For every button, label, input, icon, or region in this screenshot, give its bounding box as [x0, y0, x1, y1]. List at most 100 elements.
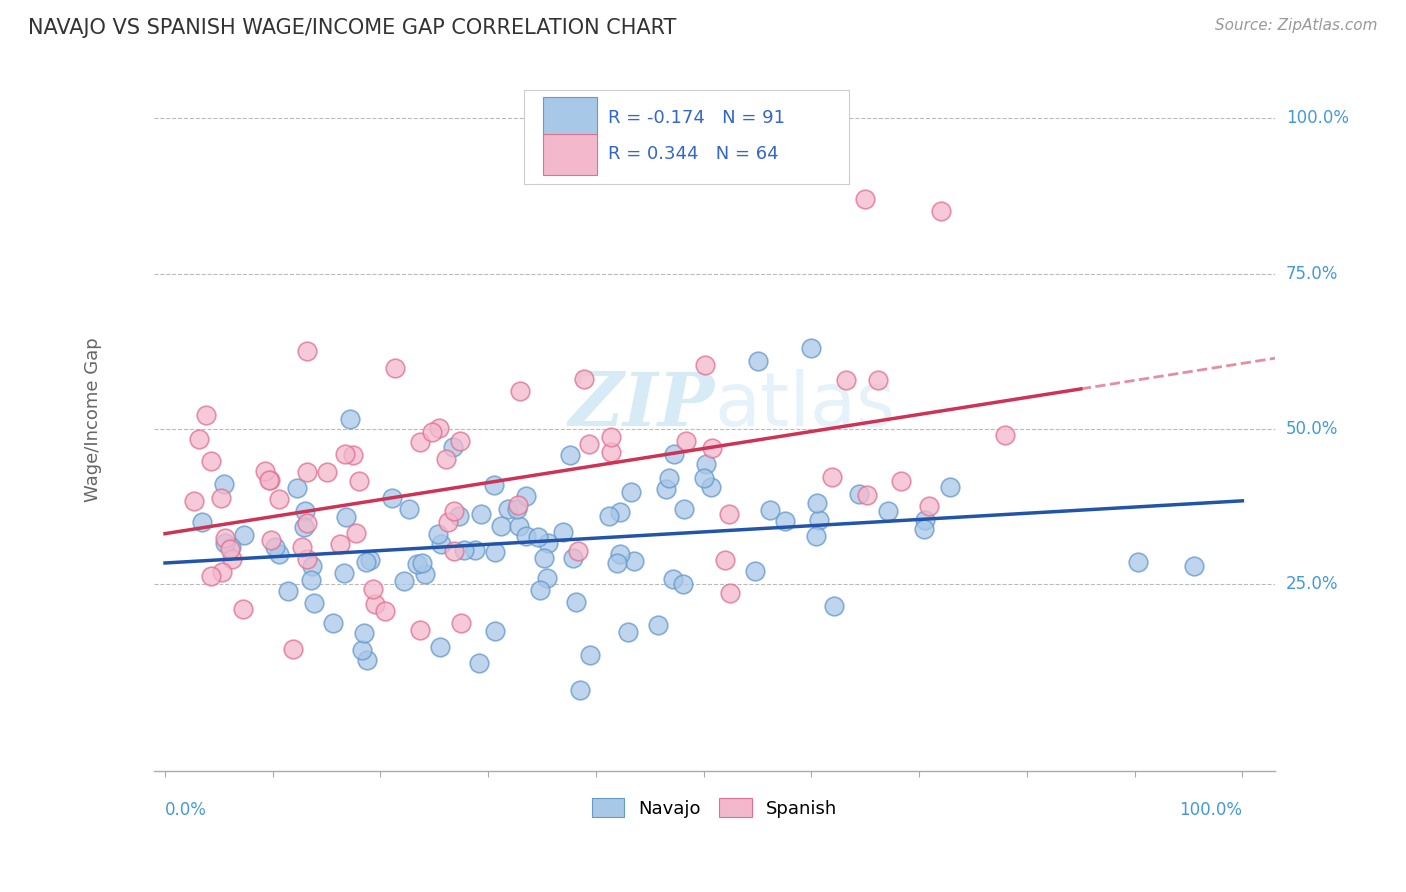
Point — [506, 502, 529, 516]
Point — [718, 586, 741, 600]
Point — [263, 540, 285, 554]
Point — [560, 448, 582, 462]
Point — [349, 475, 371, 489]
Point — [219, 542, 242, 557]
Point — [578, 437, 600, 451]
Point — [599, 430, 621, 444]
Point — [823, 599, 845, 613]
Point — [200, 569, 222, 583]
Point — [356, 555, 378, 569]
Point — [807, 513, 830, 527]
Text: R = -0.174   N = 91: R = -0.174 N = 91 — [607, 109, 785, 127]
Point — [281, 641, 304, 656]
Point — [297, 516, 319, 531]
Point — [359, 553, 381, 567]
Point — [700, 441, 723, 455]
Point — [453, 543, 475, 558]
Point — [212, 477, 235, 491]
Text: ZIP: ZIP — [568, 369, 714, 442]
FancyBboxPatch shape — [543, 134, 596, 175]
Point — [295, 344, 318, 359]
Point — [889, 474, 911, 488]
Point — [606, 556, 628, 570]
Point — [352, 643, 374, 657]
Point — [430, 537, 453, 551]
Text: Source: ZipAtlas.com: Source: ZipAtlas.com — [1215, 18, 1378, 33]
Point — [536, 571, 558, 585]
Point — [747, 353, 769, 368]
Point — [759, 503, 782, 517]
Point — [655, 483, 678, 497]
Point — [183, 494, 205, 508]
Point — [384, 360, 406, 375]
Point — [835, 373, 858, 387]
FancyBboxPatch shape — [524, 89, 849, 185]
Point — [489, 519, 512, 533]
Point — [623, 553, 645, 567]
Point — [190, 515, 212, 529]
Point — [322, 616, 344, 631]
Point — [498, 502, 520, 516]
Point — [187, 433, 209, 447]
Point — [420, 425, 443, 440]
Point — [415, 567, 437, 582]
Point — [195, 408, 218, 422]
Point — [672, 577, 695, 591]
Point — [267, 491, 290, 506]
Text: 25.0%: 25.0% — [1286, 575, 1339, 593]
Point — [533, 550, 555, 565]
Point — [579, 648, 602, 663]
Point — [294, 503, 316, 517]
Point — [929, 204, 952, 219]
Text: 75.0%: 75.0% — [1286, 265, 1339, 283]
Point — [411, 556, 433, 570]
Point — [914, 512, 936, 526]
Point — [744, 564, 766, 578]
Point — [436, 452, 458, 467]
Point — [253, 464, 276, 478]
Point — [287, 481, 309, 495]
Point — [568, 683, 591, 698]
Point — [232, 602, 254, 616]
Point — [620, 484, 643, 499]
Point — [855, 488, 877, 502]
Point — [515, 489, 537, 503]
Point — [482, 477, 505, 491]
Point — [427, 420, 450, 434]
Point — [333, 566, 356, 580]
Point — [291, 541, 314, 555]
Text: atlas: atlas — [714, 369, 896, 442]
Point — [647, 618, 669, 632]
Point — [364, 597, 387, 611]
Point — [567, 543, 589, 558]
Text: 100.0%: 100.0% — [1286, 109, 1348, 128]
Point — [214, 536, 236, 550]
Point — [259, 473, 281, 487]
Point — [800, 341, 823, 355]
Point — [713, 553, 735, 567]
Point — [219, 540, 242, 554]
Point — [661, 572, 683, 586]
Point — [562, 551, 585, 566]
Point — [912, 522, 935, 536]
Point — [405, 557, 427, 571]
Point — [301, 559, 323, 574]
Point — [277, 583, 299, 598]
Point — [267, 547, 290, 561]
Point — [574, 372, 596, 386]
Point — [695, 457, 717, 471]
Point — [200, 454, 222, 468]
Point — [868, 373, 890, 387]
Point — [508, 384, 530, 398]
Point — [392, 574, 415, 588]
Point — [693, 471, 716, 485]
Point — [429, 640, 451, 655]
Point — [664, 448, 686, 462]
Point — [508, 519, 530, 533]
Point — [356, 653, 378, 667]
Point — [221, 551, 243, 566]
Point — [609, 547, 631, 561]
Point — [700, 480, 723, 494]
Point — [529, 582, 551, 597]
Point — [333, 447, 356, 461]
